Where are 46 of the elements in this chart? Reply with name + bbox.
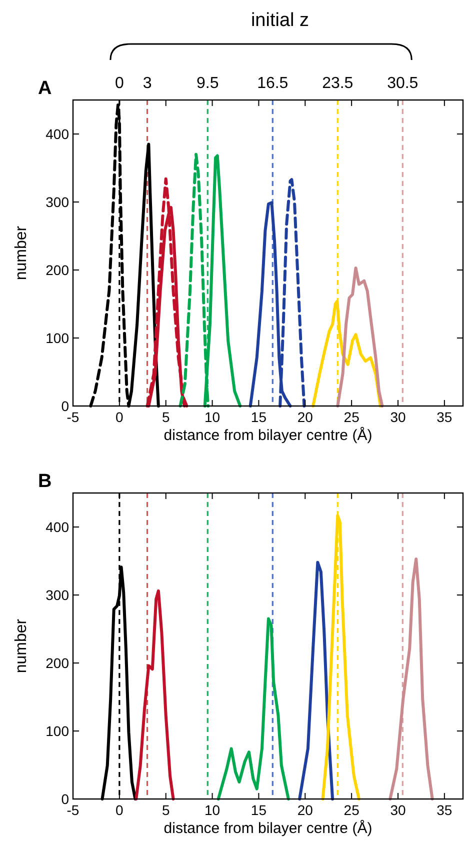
y-tick-label: 200 <box>46 262 70 278</box>
x-tick-label: 0 <box>116 409 124 425</box>
x2-tick-label: 0 <box>114 75 124 92</box>
x-tick-label: 5 <box>162 802 170 818</box>
chart-title: B <box>38 471 52 492</box>
x2-tick-label: 3 <box>142 75 152 92</box>
x2-tick-label: 30.5 <box>387 75 418 92</box>
line-series <box>216 617 290 800</box>
x-tick-label: 30 <box>390 802 406 818</box>
y-tick-label: 100 <box>46 723 70 739</box>
line-series <box>298 560 334 800</box>
x-tick-label: 10 <box>204 409 220 425</box>
x-tick-label: 20 <box>297 802 314 818</box>
x-axis-title: distance from bilayer centre (Å) <box>164 819 372 837</box>
line-series <box>336 266 384 408</box>
y-tick-label: 400 <box>46 519 70 535</box>
x-axis-title: distance from bilayer centre (Å) <box>164 426 372 444</box>
x2-tick-label: 9.5 <box>196 75 219 92</box>
x-tick-label: -5 <box>66 802 80 818</box>
x-tick-label: 15 <box>250 409 267 425</box>
line-series <box>388 557 434 800</box>
x-tick-label: 15 <box>250 802 267 818</box>
x-tick-label: 25 <box>344 802 360 818</box>
y-tick-label: 0 <box>61 791 70 807</box>
y-tick-label: 300 <box>46 194 70 210</box>
x-tick-label: 35 <box>436 802 452 818</box>
y-tick-label: 300 <box>46 587 70 603</box>
y-tick-label: 0 <box>61 398 70 414</box>
chart-title: A <box>38 78 52 99</box>
x-tick-label: 5 <box>162 409 170 425</box>
x-tick-label: 10 <box>204 802 220 818</box>
x2-tick-label: 16.5 <box>257 75 288 92</box>
x-tick-label: 0 <box>116 802 124 818</box>
y-axis-title: number <box>13 618 30 674</box>
y-tick-label: 400 <box>46 126 70 142</box>
y-tick-label: 100 <box>46 330 70 346</box>
line-series <box>134 589 175 800</box>
y-axis-title: number <box>13 225 30 280</box>
y-tick-label: 200 <box>46 655 70 671</box>
x-tick-label: 20 <box>297 409 314 425</box>
x-tick-label: -5 <box>66 409 80 425</box>
x-tick-label: 25 <box>344 409 360 425</box>
x2-tick-label: 23.5 <box>322 75 354 92</box>
x2-axis-title: initial z <box>250 10 310 31</box>
x-tick-label: 35 <box>436 409 452 425</box>
x-tick-label: 30 <box>390 409 406 425</box>
